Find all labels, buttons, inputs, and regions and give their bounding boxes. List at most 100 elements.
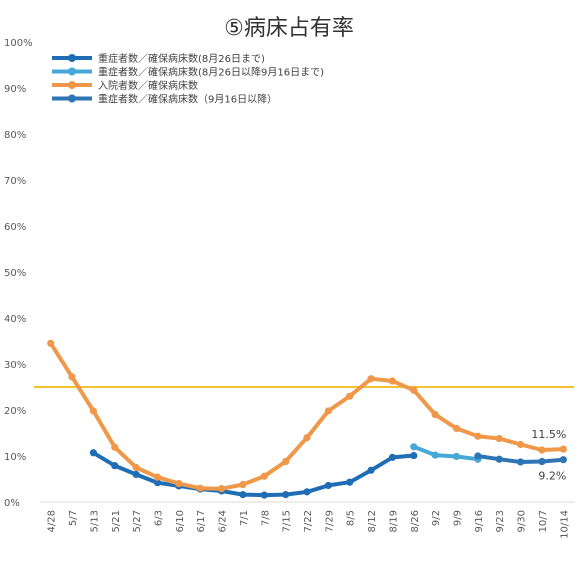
x-tick-label: 8/12 — [367, 510, 378, 532]
y-tick-label: 60% — [4, 222, 26, 233]
x-tick-label: 8/5 — [346, 510, 357, 526]
x-tick-label: 7/1 — [239, 510, 250, 526]
series-2-point — [517, 440, 525, 449]
x-tick-label: 6/3 — [153, 510, 164, 526]
series-1-line — [411, 444, 480, 462]
series-2-line — [48, 341, 566, 491]
series-2-point — [367, 375, 375, 383]
series-2-point — [196, 484, 204, 492]
x-tick-label: 10/7 — [538, 510, 549, 532]
legend-swatch-marker — [68, 94, 76, 103]
y-tick-label: 50% — [4, 268, 26, 279]
data-label: 11.5% — [531, 428, 566, 441]
data-label: 9.2% — [538, 470, 566, 483]
legend-entry: 重症者数／確保病床数(8月26日まで) — [98, 52, 265, 65]
x-tick-label: 7/8 — [260, 510, 271, 526]
x-tick-label: 6/17 — [196, 510, 207, 532]
legend-swatch-marker — [68, 67, 76, 76]
series-2-point — [260, 472, 268, 480]
x-tick-label: 5/27 — [132, 510, 143, 532]
series-2-point — [495, 434, 503, 443]
legend-swatch-marker — [68, 54, 76, 62]
series-2-point — [452, 424, 461, 432]
series-2-point — [538, 446, 546, 454]
series-2-point — [89, 407, 97, 415]
series-2-point — [474, 432, 482, 440]
x-tick-label: 8/19 — [388, 510, 399, 532]
series-2-point — [175, 480, 183, 488]
legend-swatch-marker — [68, 81, 76, 89]
x-tick-label: 4/28 — [47, 510, 58, 532]
x-tick-label: 6/24 — [218, 510, 229, 532]
legend-entry: 重症者数／確保病床数（9月16日以降） — [98, 93, 277, 106]
y-tick-label: 40% — [4, 314, 26, 325]
series-0-point — [410, 451, 418, 460]
series-2-point — [239, 480, 247, 489]
series-2-point — [47, 339, 55, 347]
series-2-point — [410, 386, 418, 394]
x-tick-label: 9/2 — [431, 510, 442, 526]
series-3-point — [495, 455, 503, 463]
y-tick-label: 90% — [4, 84, 26, 95]
x-tick-label: 7/29 — [324, 510, 335, 532]
series-1-point — [431, 451, 439, 459]
series-2-point — [132, 463, 140, 472]
x-tick-label: 6/10 — [175, 510, 186, 532]
y-tick-label: 30% — [4, 360, 26, 371]
y-tick-label: 20% — [4, 406, 26, 417]
series-2-point — [559, 445, 567, 453]
x-tick-label: 5/7 — [68, 510, 79, 526]
y-tick-label: 0% — [4, 498, 20, 509]
legend: 重症者数／確保病床数(8月26日まで)重症者数／確保病床数(8月26日以降9月1… — [52, 52, 324, 106]
x-tick-label: 9/16 — [474, 510, 485, 532]
data-labels: 11.5% 9.2% — [531, 428, 566, 483]
series-0-point — [132, 470, 140, 478]
x-tick-label: 9/23 — [495, 510, 506, 532]
x-axis: 4/28 5/7 5/13 5/21 5/27 6/3 6/10 6/17 6/24 7/1 7/8… — [40, 501, 574, 539]
y-tick-label: 100% — [4, 38, 33, 49]
x-tick-label: 5/13 — [89, 510, 100, 532]
plot-area — [47, 339, 567, 499]
series-2-point — [431, 411, 439, 419]
x-tick-label: 8/26 — [410, 510, 421, 532]
series-0-point — [282, 491, 290, 499]
x-tick-label: 7/15 — [282, 510, 293, 532]
y-tick-label: 70% — [4, 176, 26, 187]
series-0-line — [91, 450, 416, 498]
series-1-point — [452, 452, 461, 461]
series-0-point — [324, 481, 332, 490]
series-0-point — [89, 449, 97, 457]
series-2-point — [388, 377, 397, 385]
series-2-point — [153, 473, 162, 481]
y-tick-label: 80% — [4, 130, 26, 141]
x-tick-label: 9/9 — [453, 510, 464, 526]
legend-entry: 入院者数／確保病床数 — [98, 79, 198, 92]
series-2-point — [282, 457, 290, 466]
chart-title: ⑤病床占有率 — [224, 16, 354, 41]
series-2-point — [303, 434, 311, 442]
series-2-point — [324, 407, 332, 415]
x-tick-label: 7/22 — [303, 510, 314, 532]
series-2-point — [217, 485, 226, 493]
series-0-point — [239, 491, 247, 499]
x-tick-label: 5/21 — [111, 510, 122, 532]
x-tick-label: 10/14 — [559, 510, 570, 539]
series-0-point — [111, 462, 119, 470]
y-axis: 0% 10% 20% 30% 40% 50% 60% 70% 80% 90% 100% — [4, 38, 33, 509]
series-0-point — [303, 488, 311, 496]
series-0-point — [260, 491, 268, 499]
series-3-point — [538, 457, 546, 466]
series-2-point — [68, 373, 76, 381]
series-3-point — [559, 456, 567, 464]
series-0-point — [153, 479, 162, 487]
y-tick-label: 10% — [4, 452, 26, 463]
series-0-point — [367, 466, 375, 474]
series-3-point — [474, 452, 482, 460]
series-2-point — [346, 392, 354, 400]
series-0-point — [346, 478, 354, 486]
legend-entry: 重症者数／確保病床数(8月26日以降9月16日まで) — [98, 66, 324, 79]
series-3-point — [517, 458, 525, 466]
series-2-point — [111, 443, 119, 451]
series-1-point — [410, 443, 418, 451]
